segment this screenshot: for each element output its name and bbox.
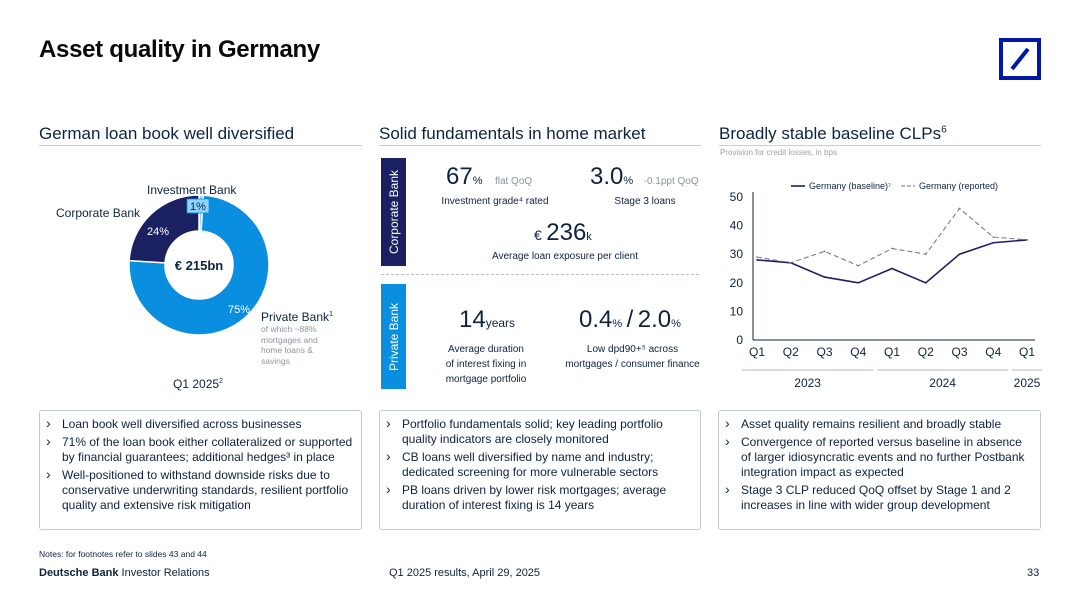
data-point bbox=[857, 264, 860, 267]
page-number: 33 bbox=[1027, 567, 1040, 579]
loan-exposure-metric: € 236k bbox=[534, 219, 592, 246]
right-bullet-list: Asset quality remains resilient and broa… bbox=[719, 411, 1040, 513]
bullet-item: Stage 3 CLP reduced QoQ offset by Stage … bbox=[725, 482, 1032, 513]
stage3-metric: 3.0% -0.1ppt QoQ bbox=[590, 163, 699, 190]
right-heading: Broadly stable baseline CLPs6 bbox=[719, 124, 947, 143]
private-bank-tab: Private Bank bbox=[381, 284, 406, 389]
footnote-reference: Notes: for footnotes refer to slides 43 … bbox=[39, 549, 207, 559]
left-heading: German loan book well diversified bbox=[39, 124, 295, 143]
middle-heading: Solid fundamentals in home market bbox=[379, 124, 646, 143]
slice-label-corporate: 24% bbox=[147, 226, 169, 238]
bullet-item: Asset quality remains resilient and broa… bbox=[725, 416, 1032, 432]
data-point bbox=[1026, 239, 1028, 241]
period-label: Q1 20252 bbox=[173, 376, 224, 391]
x-tick-label: Q4 bbox=[850, 345, 866, 359]
donut-center-label: € 215bn bbox=[175, 258, 223, 273]
loan-book-donut-chart: € 215bn 24% 75% 1% bbox=[128, 194, 270, 336]
x-tick-label: Q3 bbox=[816, 345, 832, 359]
stage3-caption: Stage 3 loans bbox=[614, 196, 676, 207]
x-tick-label: Q1 bbox=[1019, 345, 1035, 359]
data-point bbox=[823, 250, 826, 253]
corporate-bank-tab: Corporate Bank bbox=[381, 158, 406, 266]
data-point bbox=[924, 253, 927, 255]
investment-bank-label: Investment Bank bbox=[147, 183, 237, 197]
deutsche-bank-logo bbox=[999, 38, 1041, 80]
private-bank-note: of which ~88% mortgages and home loans &… bbox=[261, 324, 318, 366]
corporate-bank-label: Corporate Bank bbox=[56, 206, 141, 220]
series-line-baseline bbox=[756, 239, 1028, 284]
middle-bullet-list: Portfolio fundamentals solid; key leadin… bbox=[380, 411, 700, 513]
data-point bbox=[823, 276, 826, 278]
slice-label-investment: 1% bbox=[190, 201, 206, 213]
year-label: 2024 bbox=[929, 376, 956, 390]
bullet-item: CB loans well diversified by name and in… bbox=[386, 449, 692, 480]
dpd90-metric: 0.4% / 2.0% bbox=[579, 306, 681, 333]
data-point bbox=[924, 282, 927, 284]
left-bullet-list: Loan book well diversified across busine… bbox=[40, 411, 361, 513]
investment-grade-caption: Investment grade⁴ rated bbox=[441, 196, 549, 207]
x-tick-label: Q4 bbox=[985, 345, 1001, 359]
private-bank-label: Private Bank1 bbox=[261, 309, 334, 324]
x-tick-label: Q2 bbox=[918, 345, 934, 359]
y-tick-label: 10 bbox=[730, 304, 744, 318]
data-point bbox=[992, 241, 995, 244]
middle-bullet-box: Portfolio fundamentals solid; key leadin… bbox=[379, 410, 701, 530]
bullet-item: PB loans driven by lower risk mortgages;… bbox=[386, 482, 692, 513]
data-point bbox=[891, 267, 893, 270]
x-tick-label: Q1 bbox=[884, 345, 900, 359]
data-point bbox=[789, 261, 792, 264]
bullet-item: 71% of the loan book either collateraliz… bbox=[46, 434, 353, 465]
section-divider bbox=[381, 274, 699, 275]
legend-label: Germany (baseline)⁷ bbox=[809, 181, 891, 191]
loan-exposure-caption: Average loan exposure per client bbox=[491, 251, 639, 262]
footer-brand: Deutsche Bank Investor Relations bbox=[39, 567, 210, 579]
x-tick-label: Q2 bbox=[783, 345, 799, 359]
right-heading-rule bbox=[719, 145, 1041, 146]
fixing-duration-metric: 14years bbox=[459, 306, 516, 333]
y-tick-label: 50 bbox=[730, 190, 744, 204]
data-point bbox=[992, 236, 995, 238]
footer-event: Q1 2025 results, April 29, 2025 bbox=[389, 567, 541, 579]
page-title: Asset quality in Germany bbox=[39, 36, 320, 63]
year-label: 2025 bbox=[1014, 376, 1041, 390]
data-point bbox=[958, 253, 961, 255]
middle-heading-rule bbox=[379, 145, 701, 146]
data-point bbox=[958, 207, 961, 210]
bullet-item: Convergence of reported versus baseline … bbox=[725, 434, 1032, 480]
fixing-duration-caption: Average duration of interest fixing in m… bbox=[445, 344, 527, 385]
data-point bbox=[756, 259, 758, 261]
x-tick-label: Q3 bbox=[951, 345, 967, 359]
left-heading-rule bbox=[39, 145, 362, 146]
data-point bbox=[857, 282, 860, 284]
slice-label-private: 75% bbox=[228, 304, 250, 316]
investment-grade-metric: 67% flat QoQ bbox=[446, 163, 533, 190]
dpd90-caption: Low dpd90+⁵ across mortgages / consumer … bbox=[565, 344, 700, 370]
y-tick-label: 40 bbox=[730, 219, 744, 233]
series-line-reported bbox=[756, 207, 1028, 267]
investment-label-box bbox=[186, 198, 210, 214]
bullet-item: Loan book well diversified across busine… bbox=[46, 416, 353, 432]
donut-slice-private-bank bbox=[128, 194, 270, 336]
y-tick-label: 20 bbox=[730, 276, 744, 290]
data-point bbox=[891, 247, 893, 250]
y-tick-label: 0 bbox=[736, 333, 743, 347]
year-label: 2023 bbox=[794, 376, 821, 390]
chart-subheading: Provision for credit losses, in bps bbox=[720, 148, 837, 157]
bullet-item: Portfolio fundamentals solid; key leadin… bbox=[386, 416, 692, 447]
bullet-item: Well-positioned to withstand downside ri… bbox=[46, 467, 353, 513]
legend-label: Germany (reported) bbox=[919, 181, 998, 191]
left-bullet-box: Loan book well diversified across busine… bbox=[39, 410, 362, 530]
donut-slice-corporate-bank bbox=[128, 194, 200, 264]
right-bullet-box: Asset quality remains resilient and broa… bbox=[718, 410, 1041, 530]
clp-line-chart: 0 10 20 30 40 50 Q1 Q2 Q3 Q4 Q1 Q2 Q3 Q4 Q1 2023 2024 202… bbox=[730, 181, 1042, 390]
y-tick-label: 30 bbox=[730, 247, 744, 261]
x-tick-label: Q1 bbox=[749, 345, 765, 359]
data-point bbox=[756, 256, 758, 258]
